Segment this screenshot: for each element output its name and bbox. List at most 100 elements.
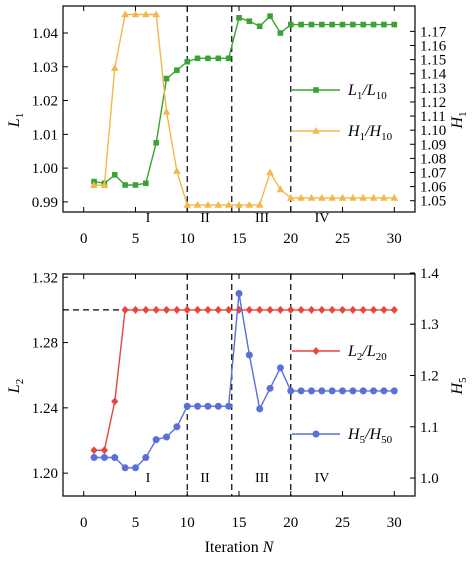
data-point-1-1 — [307, 387, 315, 395]
legend-label-part: /L — [361, 82, 375, 99]
y-tick-label: 1.24 — [32, 401, 59, 417]
data-point-1-0 — [328, 305, 336, 314]
data-point-1-1 — [328, 387, 336, 395]
data-point-1-1 — [163, 433, 171, 441]
x-tick-label: 20 — [283, 231, 298, 247]
legend-label-part: 2 — [357, 351, 363, 363]
data-point-0-1 — [214, 200, 223, 208]
y2-tick-label: 1.07 — [420, 165, 447, 181]
x-tick-label: 10 — [180, 231, 195, 247]
data-point-0-1 — [297, 193, 305, 201]
legend-label-part: 10 — [376, 90, 388, 102]
region-label-II: II — [200, 471, 210, 486]
data-point-0-1 — [318, 193, 326, 201]
legend-marker-1-1 — [312, 430, 320, 438]
data-point-1-0 — [131, 305, 140, 314]
y-tick-label: 1.20 — [32, 466, 58, 482]
region-label-I: I — [146, 211, 151, 226]
data-point-0-0 — [319, 21, 325, 28]
data-point-1-1 — [90, 454, 98, 462]
y-tick-label: 1.00 — [32, 161, 58, 177]
y-tick-label: 1.32 — [32, 270, 58, 286]
region-label-II: II — [200, 211, 210, 226]
y2-tick-label: 1.14 — [420, 67, 447, 83]
data-point-1-0 — [173, 305, 181, 314]
region-label-IV: IV — [315, 211, 330, 226]
data-point-0-1 — [349, 193, 357, 201]
y-tick-label: 1.01 — [32, 127, 58, 143]
data-point-0-1 — [235, 200, 243, 208]
data-point-0-0 — [256, 23, 263, 30]
y-tick-label: 1.04 — [32, 26, 59, 42]
data-point-1-1 — [359, 387, 367, 395]
x-axis-title-part: N — [262, 539, 275, 556]
data-point-1-1 — [390, 387, 398, 395]
data-point-0-1 — [390, 193, 399, 201]
data-point-0-1 — [142, 10, 150, 18]
data-point-0-1 — [90, 181, 98, 188]
y2-tick-label: 1.17 — [420, 24, 447, 40]
legend-label-part: 5 — [360, 434, 366, 446]
data-point-0-0 — [329, 21, 335, 28]
data-point-0-0 — [215, 55, 222, 62]
y2-axis-title: H5 — [449, 377, 469, 396]
data-point-1-0 — [338, 305, 347, 314]
data-point-1-0 — [266, 305, 274, 314]
legend-marker-0-1 — [312, 127, 320, 134]
data-point-0-0 — [236, 15, 242, 21]
chart-1: 0 5 10 15 20 25 301.201.241.281.321.01.11.21.3… — [6, 266, 469, 556]
y2-tick-label: 1.08 — [420, 151, 446, 167]
data-point-1-0 — [90, 446, 98, 455]
data-point-1-1 — [131, 464, 139, 472]
x-tick-label: 25 — [335, 231, 350, 247]
y2-tick-label: 1.2 — [420, 369, 439, 385]
y2-tick-label: 1.15 — [420, 53, 446, 69]
data-point-0-0 — [184, 58, 191, 65]
data-point-1-0 — [390, 305, 398, 314]
data-point-1-0 — [204, 305, 212, 314]
legend-label-part: /H — [364, 426, 382, 443]
data-point-0-0 — [267, 13, 273, 19]
data-point-0-0 — [298, 21, 304, 28]
data-point-0-1 — [369, 193, 378, 201]
data-point-1-0 — [100, 446, 109, 455]
region-label-I: I — [146, 471, 151, 486]
x-tick-label: 10 — [180, 515, 195, 531]
data-point-0-0 — [391, 21, 398, 28]
data-point-1-1 — [194, 402, 202, 410]
data-point-1-0 — [152, 305, 160, 314]
y2-tick-label: 1.05 — [420, 194, 446, 210]
data-point-0-0 — [122, 182, 128, 188]
data-point-1-0 — [380, 305, 388, 314]
data-point-1-1 — [370, 387, 378, 395]
data-point-1-0 — [193, 305, 202, 314]
y2-tick-label: 1.11 — [420, 109, 446, 125]
series-line-0-0 — [93, 14, 395, 186]
data-point-0-0 — [381, 21, 387, 28]
y2-tick-label: 1.09 — [420, 137, 446, 153]
data-point-1-1 — [225, 402, 233, 410]
data-point-1-1 — [152, 436, 160, 444]
legend-label-part: 20 — [376, 351, 388, 363]
x-tick-label: 0 — [80, 231, 88, 247]
plot-frame — [62, 5, 416, 213]
data-point-1-0 — [307, 305, 316, 314]
legend-label-1-1: H5/H50 — [347, 426, 393, 446]
data-point-1-1 — [183, 402, 191, 410]
x-tick-label: 5 — [132, 231, 140, 247]
data-point-0-0 — [339, 21, 346, 28]
legend-label-part: 50 — [381, 434, 393, 446]
legend-marker-0-0 — [313, 87, 319, 93]
region-label-IV: IV — [315, 471, 330, 486]
data-point-1-1 — [339, 387, 347, 395]
y2-axis-title: H1 — [449, 111, 469, 129]
x-tick-label: 30 — [387, 231, 402, 247]
legend-label-part: /H — [364, 123, 382, 140]
data-point-1-0 — [214, 305, 222, 314]
legend-label-part: 1 — [360, 131, 366, 143]
x-tick-label: 20 — [283, 515, 298, 531]
data-point-1-1 — [121, 464, 129, 472]
data-point-1-1 — [204, 402, 212, 410]
data-point-0-0 — [350, 21, 356, 28]
x-tick-label: 15 — [232, 515, 247, 531]
